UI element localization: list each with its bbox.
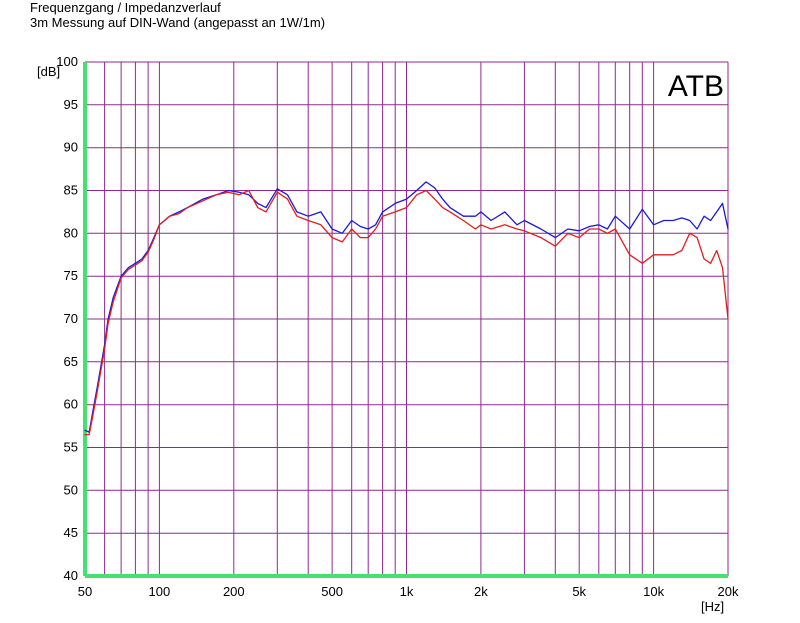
y-tick-label: 60 bbox=[64, 397, 78, 412]
x-tick-label: 50 bbox=[78, 584, 92, 599]
series-group bbox=[84, 181, 729, 436]
y-tick-label: 55 bbox=[64, 440, 78, 455]
y-tick-label: 70 bbox=[64, 311, 78, 326]
chart-subtitle: 3m Messung auf DIN-Wand (angepasst an 1W… bbox=[30, 15, 326, 30]
x-tick-label: 1k bbox=[400, 584, 414, 599]
x-tick-label: 20k bbox=[718, 584, 739, 599]
x-tick-label: 200 bbox=[223, 584, 245, 599]
x-tick-labels: 50 100 200 500 1k 2k 5k 10k 20k bbox=[78, 584, 739, 599]
y-tick-label: 80 bbox=[64, 225, 78, 240]
y-tick-label: 40 bbox=[64, 568, 78, 583]
y-tick-label: 90 bbox=[64, 140, 78, 155]
y-axis-label: [dB] bbox=[37, 64, 60, 79]
x-tick-label: 500 bbox=[321, 584, 343, 599]
y-tick-label: 75 bbox=[64, 268, 78, 283]
y-tick-label: 50 bbox=[64, 482, 78, 497]
series-line-blue bbox=[84, 181, 729, 433]
x-tick-label: 10k bbox=[643, 584, 664, 599]
y-tick-label: 85 bbox=[64, 183, 78, 198]
x-tick-label: 2k bbox=[474, 584, 488, 599]
y-tick-labels: 40 45 50 55 60 65 70 75 80 85 90 95 100 bbox=[56, 54, 78, 583]
x-axis-label: [Hz] bbox=[701, 599, 724, 614]
y-tick-label: 45 bbox=[64, 525, 78, 540]
y-tick-label: 100 bbox=[56, 54, 78, 69]
y-tick-label: 95 bbox=[64, 97, 78, 112]
chart-title: Frequenzgang / Impedanzverlauf bbox=[30, 0, 221, 15]
series-line-red bbox=[84, 189, 729, 436]
grid bbox=[84, 61, 729, 577]
x-tick-label: 100 bbox=[149, 584, 171, 599]
x-tick-label: 5k bbox=[572, 584, 586, 599]
axes bbox=[83, 62, 728, 578]
atb-logo-annotation: ATB bbox=[668, 70, 724, 103]
y-tick-label: 65 bbox=[64, 354, 78, 369]
